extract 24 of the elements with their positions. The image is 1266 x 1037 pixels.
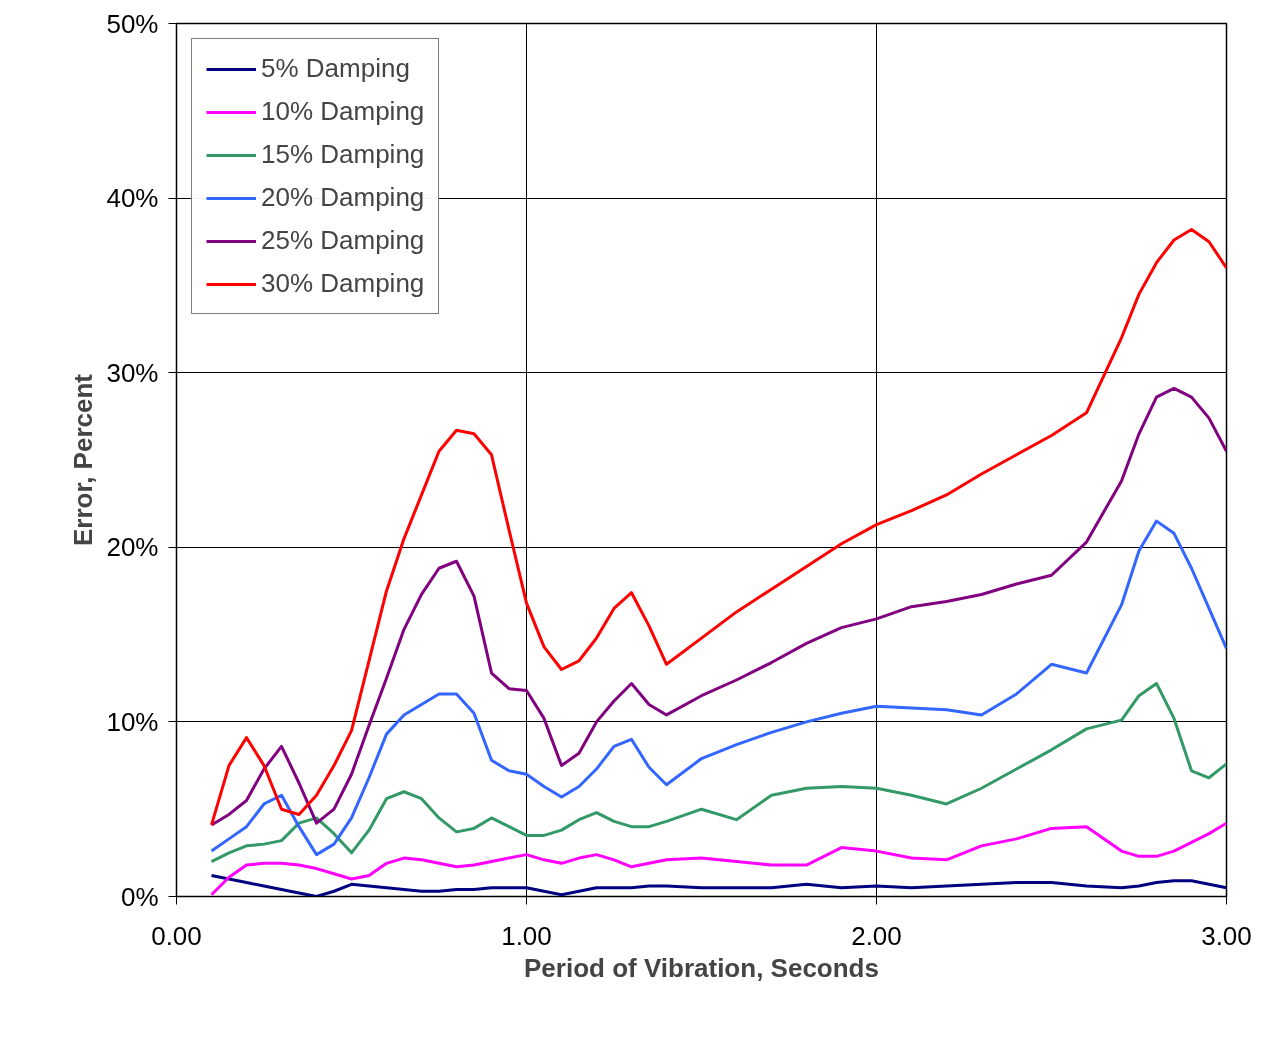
- x-tick-label: 3.00: [1201, 920, 1252, 951]
- y-tick-label: 10%: [106, 706, 159, 737]
- x-tick-label: 0.00: [151, 920, 202, 951]
- legend-label: 25% Damping: [261, 225, 425, 256]
- line-series: [210, 519, 1227, 857]
- x-tick-label: 2.00: [851, 920, 902, 951]
- line-series: [210, 386, 1227, 827]
- legend-label: 10% Damping: [261, 96, 425, 127]
- y-tick-label: 0%: [120, 881, 159, 912]
- y-tick-label: 50%: [106, 8, 159, 39]
- legend-label: 5% Damping: [261, 53, 410, 84]
- line-series: [210, 228, 1227, 827]
- y-tick-label: 30%: [106, 357, 159, 388]
- legend-label: 15% Damping: [261, 139, 425, 170]
- line-series: [210, 681, 1227, 864]
- y-tick-label: 20%: [106, 532, 159, 563]
- legend-label: 20% Damping: [261, 182, 425, 213]
- line-series: [210, 821, 1227, 897]
- line-series: [210, 874, 1227, 897]
- x-axis-title: Period of Vibration, Seconds: [524, 952, 879, 983]
- y-tick-label: 40%: [106, 183, 159, 214]
- y-axis-title: Error, Percent: [68, 373, 99, 546]
- x-tick-label: 1.00: [501, 920, 552, 951]
- legend-label: 30% Damping: [261, 268, 425, 299]
